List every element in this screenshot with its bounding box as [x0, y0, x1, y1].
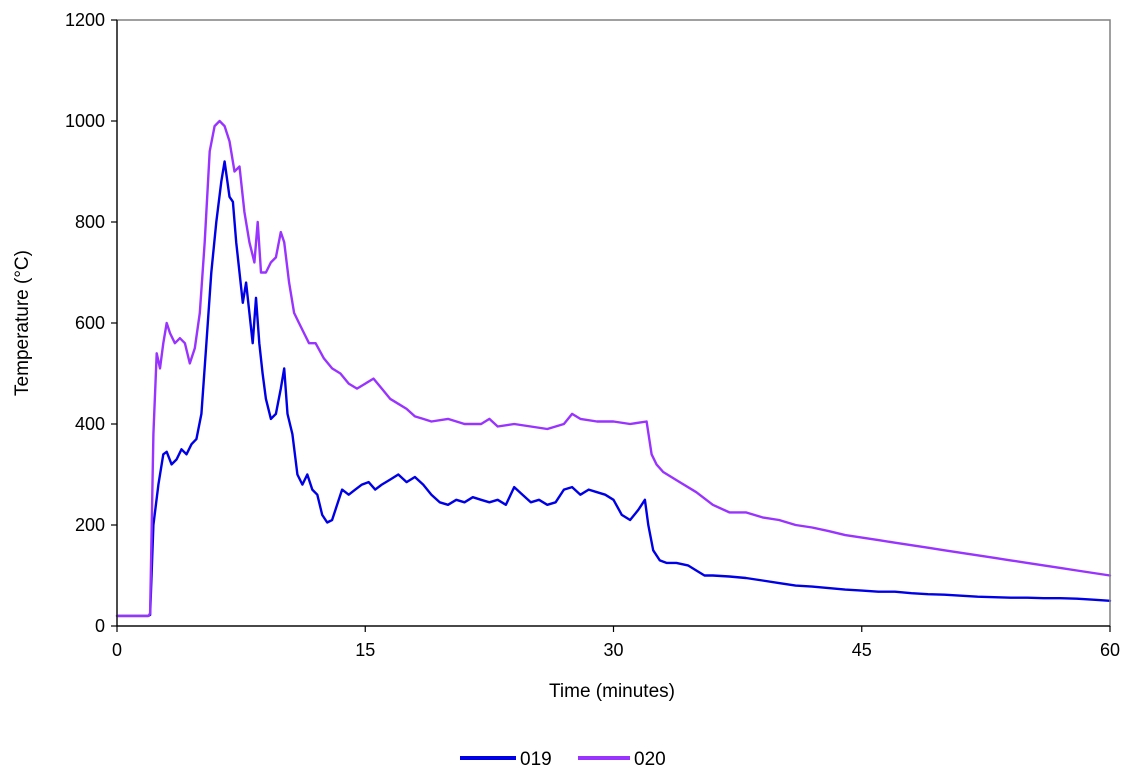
x-tick-label: 45 [852, 640, 872, 660]
series-line-020 [115, 119, 1112, 618]
legend-label-019: 019 [520, 749, 552, 770]
y-tick-label: 400 [75, 414, 105, 434]
y-axis-label: Temperature (°C) [12, 250, 33, 396]
y-tick-label: 1000 [65, 111, 105, 131]
x-tick-label: 15 [355, 640, 375, 660]
plot-area-frame [116, 19, 1111, 627]
x-tick-label: 0 [112, 640, 122, 660]
legend-label-020: 020 [634, 749, 666, 770]
y-tick-label: 800 [75, 212, 105, 232]
x-tick-label: 60 [1100, 640, 1120, 660]
series-line-019 [115, 160, 1112, 618]
y-tick-label: 200 [75, 515, 105, 535]
legend: 019 020 [460, 749, 666, 770]
x-axis-label: Time (minutes) [549, 681, 675, 702]
x-tick-label: 30 [603, 640, 623, 660]
y-tick-label: 600 [75, 313, 105, 333]
y-tick-label: 0 [95, 616, 105, 636]
y-tick-label: 1200 [65, 10, 105, 30]
